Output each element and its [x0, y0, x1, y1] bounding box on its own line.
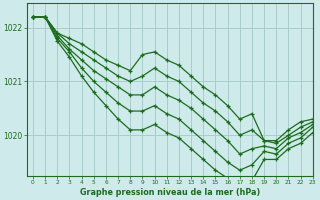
X-axis label: Graphe pression niveau de la mer (hPa): Graphe pression niveau de la mer (hPa) [80, 188, 260, 197]
